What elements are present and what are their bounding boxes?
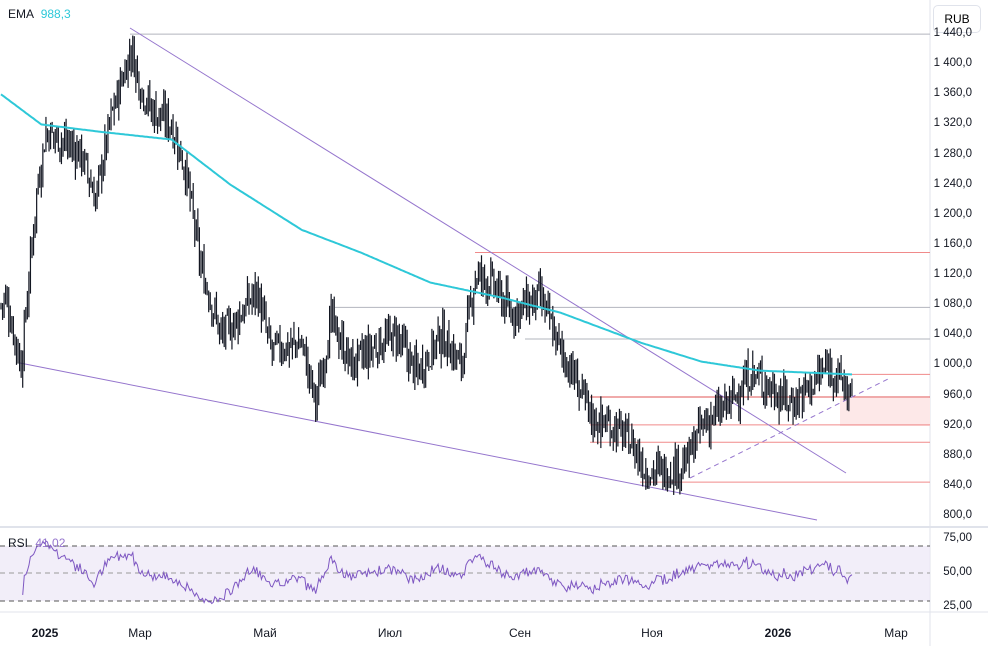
dashed-trendline[interactable]	[689, 377, 891, 479]
price-tick: 1 360,0	[933, 87, 972, 100]
price-tick: 880,0	[943, 448, 972, 461]
price-tick: 1 120,0	[933, 268, 972, 281]
time-tick: Июл	[377, 626, 403, 640]
price-tick: 1 320,0	[933, 117, 972, 130]
ema-line	[0, 93, 852, 376]
price-tick: 1 400,0	[933, 57, 972, 70]
price-tick: 1 280,0	[933, 147, 972, 160]
ema-value: 988,3	[40, 7, 71, 21]
price-tick: 800,0	[943, 509, 972, 521]
time-tick: Май	[253, 626, 277, 640]
rsi-tick: 75,00	[943, 531, 972, 544]
price-tick: 1 160,0	[933, 237, 972, 250]
rsi-tick: 25,00	[943, 600, 972, 613]
price-tick: 1 240,0	[933, 177, 972, 190]
time-tick: Мар	[884, 626, 908, 640]
rsi-legend[interactable]: RSI 41,02	[8, 536, 65, 550]
ema-label: EMA	[8, 7, 34, 21]
rsi-label: RSI	[8, 536, 29, 550]
rsi-value: 41,02	[35, 536, 66, 550]
price-tick: 840,0	[943, 478, 972, 491]
price-tick: 1 000,0	[933, 358, 972, 371]
ema-legend[interactable]: EMA 988,3	[8, 7, 71, 21]
time-tick: 2025	[31, 626, 59, 640]
price-tick: 1 440,0	[933, 27, 972, 40]
rsi-tick: 50,00	[943, 566, 972, 578]
rsi-line	[22, 540, 853, 605]
support-zone	[840, 398, 930, 426]
candles	[0, 35, 853, 495]
time-tick: Сен	[509, 626, 531, 640]
lower-trendline[interactable]	[19, 362, 818, 521]
time-tick: 2026	[764, 626, 792, 640]
price-tick: 1 040,0	[933, 328, 972, 341]
price-tick: 920,0	[943, 418, 972, 431]
price-tick: 1 200,0	[933, 207, 972, 220]
price-tick: 960,0	[943, 388, 972, 401]
time-tick: Ноя	[641, 626, 663, 640]
price-tick: 1 080,0	[933, 298, 972, 311]
currency-button[interactable]: RUB	[933, 5, 981, 33]
time-tick: Мар	[128, 626, 152, 640]
